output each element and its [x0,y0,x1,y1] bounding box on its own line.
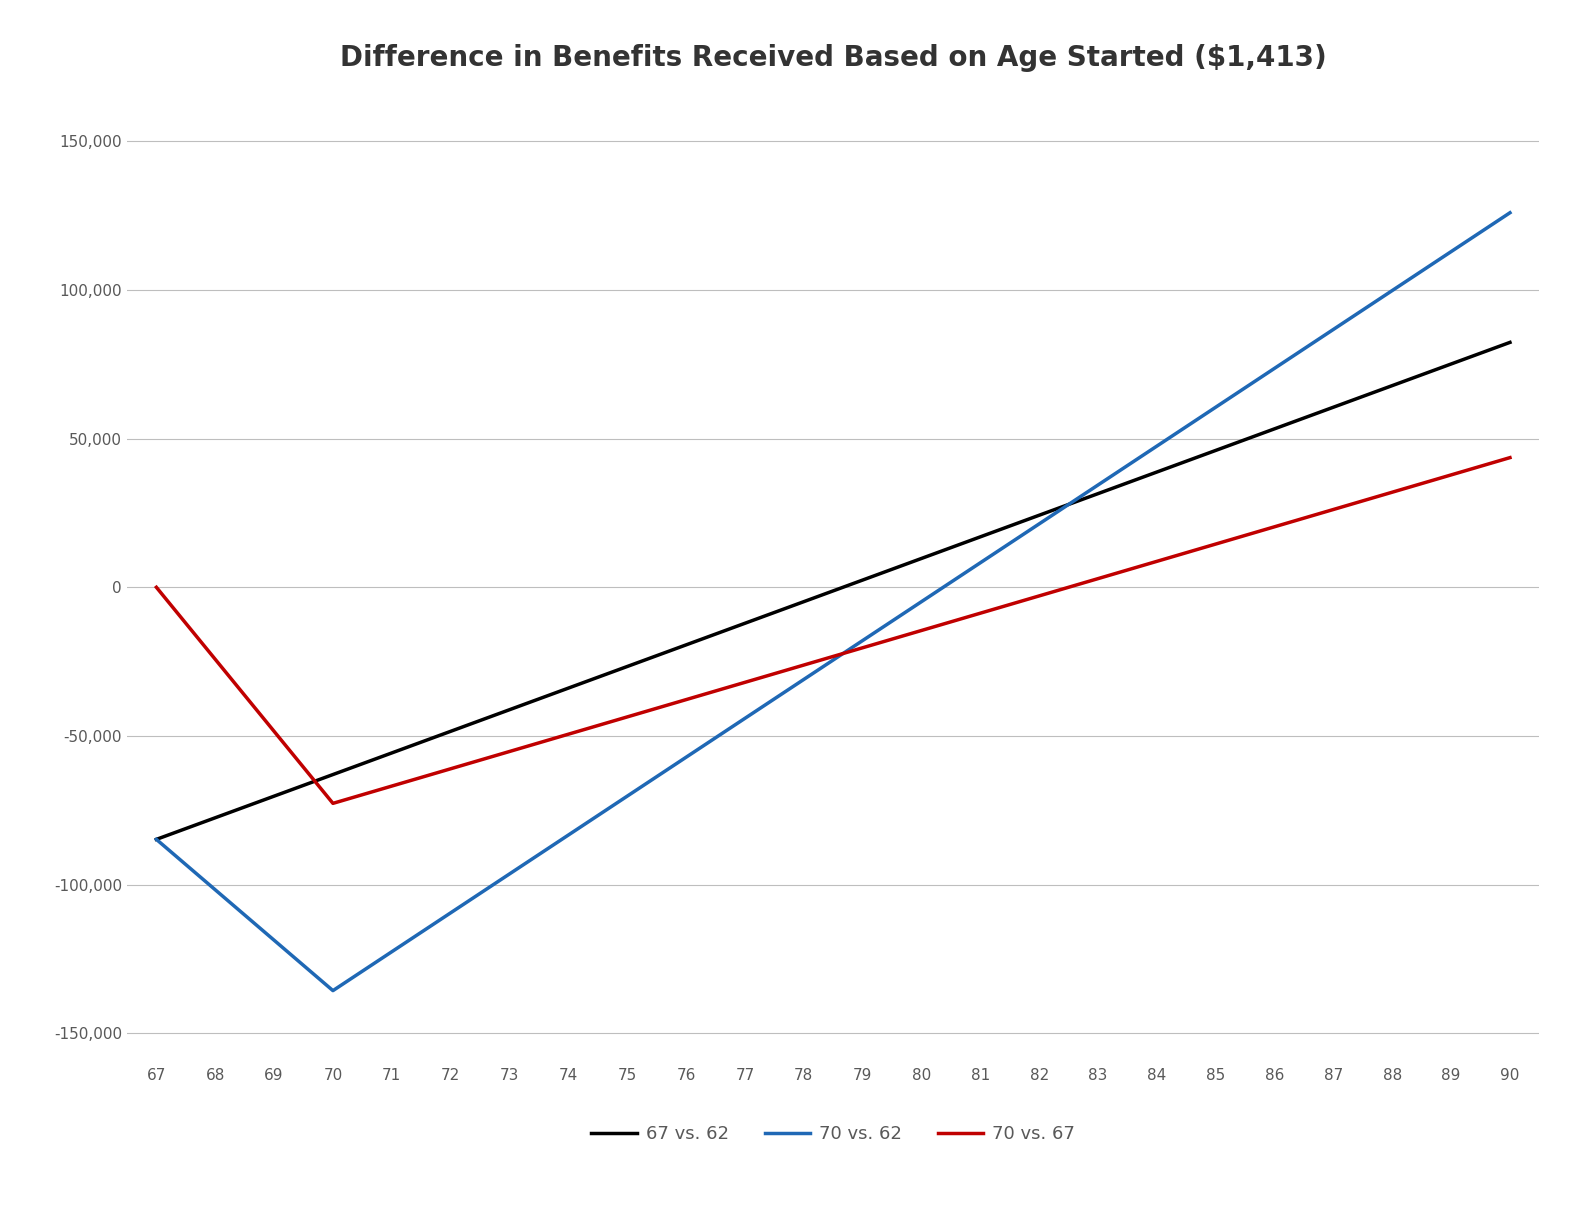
67 vs. 62 [1147,465,1166,480]
67 vs. 62 [1089,487,1108,501]
67 vs. 62 [735,616,754,631]
Line: 70 vs. 67: 70 vs. 67 [157,458,1509,803]
70 vs. 67 [794,658,813,673]
70 vs. 67 [854,640,873,655]
67 vs. 62 [206,811,225,825]
67 vs. 62 [1206,443,1225,458]
70 vs. 67 [735,675,754,690]
67 vs. 62 [265,789,284,803]
70 vs. 67 [441,761,460,776]
67 vs. 62 [676,638,695,652]
67 vs. 62 [500,703,519,718]
70 vs. 67 [1030,588,1049,603]
70 vs. 62 [1500,205,1519,220]
67 vs. 62 [794,594,813,609]
70 vs. 67 [617,709,636,724]
70 vs. 62 [854,633,873,647]
70 vs. 67 [265,724,284,738]
67 vs. 62 [1265,422,1284,436]
70 vs. 67 [971,606,990,621]
67 vs. 62 [617,660,636,674]
67 vs. 62 [148,832,167,847]
70 vs. 67 [1382,484,1401,499]
70 vs. 62 [1441,244,1460,259]
70 vs. 67 [1089,571,1108,586]
70 vs. 62 [148,832,167,847]
67 vs. 62 [382,745,402,760]
67 vs. 62 [559,681,578,696]
70 vs. 62 [441,906,460,920]
Line: 67 vs. 62: 67 vs. 62 [157,342,1509,840]
70 vs. 62 [971,556,990,570]
67 vs. 62 [913,551,932,565]
67 vs. 62 [324,767,343,782]
70 vs. 62 [617,789,636,803]
67 vs. 62 [1500,335,1519,349]
70 vs. 62 [1265,361,1284,376]
70 vs. 62 [1382,283,1401,297]
70 vs. 62 [324,983,343,998]
70 vs. 62 [913,594,932,609]
70 vs. 62 [265,933,284,947]
70 vs. 62 [1089,477,1108,492]
70 vs. 67 [1206,536,1225,551]
67 vs. 62 [441,724,460,738]
70 vs. 62 [1030,517,1049,532]
70 vs. 67 [1441,467,1460,482]
70 vs. 67 [148,580,167,594]
67 vs. 62 [1441,356,1460,371]
70 vs. 67 [500,744,519,759]
70 vs. 67 [1147,554,1166,569]
67 vs. 62 [1382,378,1401,393]
Legend: 67 vs. 62, 70 vs. 62, 70 vs. 67: 67 vs. 62, 70 vs. 62, 70 vs. 67 [584,1119,1082,1151]
70 vs. 67 [382,779,402,794]
70 vs. 62 [206,883,225,898]
70 vs. 67 [1265,519,1284,534]
70 vs. 62 [500,866,519,881]
67 vs. 62 [1030,509,1049,523]
70 vs. 67 [324,796,343,811]
67 vs. 62 [971,529,990,544]
70 vs. 67 [913,623,932,638]
70 vs. 62 [1147,439,1166,453]
Line: 70 vs. 62: 70 vs. 62 [157,213,1509,991]
70 vs. 67 [1324,503,1343,517]
70 vs. 67 [1500,451,1519,465]
70 vs. 62 [794,672,813,686]
70 vs. 67 [676,692,695,707]
70 vs. 67 [206,652,225,667]
70 vs. 62 [735,712,754,726]
70 vs. 62 [1324,323,1343,337]
70 vs. 62 [676,750,695,765]
70 vs. 67 [559,727,578,742]
67 vs. 62 [1324,400,1343,414]
67 vs. 62 [854,573,873,587]
70 vs. 62 [1206,400,1225,414]
Title: Difference in Benefits Received Based on Age Started ($1,413): Difference in Benefits Received Based on… [340,43,1327,72]
70 vs. 62 [382,945,402,959]
70 vs. 62 [559,827,578,842]
